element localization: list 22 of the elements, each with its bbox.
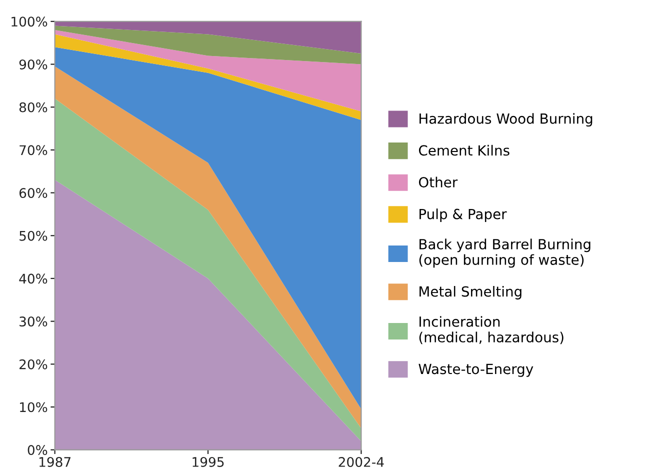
legend-label: Cement Kilns <box>418 144 510 156</box>
y-tick-label: 80% <box>19 102 48 112</box>
y-tick-label: 40% <box>19 274 48 284</box>
legend-label: Hazardous Wood Burning <box>420 113 592 127</box>
legend-label: Metal Smelting <box>420 286 522 300</box>
y-tick-label: 100% <box>12 16 48 27</box>
y-tick-label: 20% <box>20 359 48 370</box>
legend-label: Other <box>418 176 458 188</box>
y-tick-label: 60% <box>19 188 48 198</box>
y-tick-label: 50% <box>20 230 48 241</box>
x-tick-label: 1995 <box>192 456 224 467</box>
y-tick-label: 30% <box>20 316 48 326</box>
legend-label: Incineration (medical, hazardous) <box>419 316 564 344</box>
legend-label: Waste-to-Energy <box>418 364 534 377</box>
x-tick-label: 1987 <box>39 456 70 467</box>
y-tick-label: 0% <box>28 445 48 456</box>
y-tick-label: 10% <box>20 402 48 412</box>
y-tick-label: 90% <box>19 59 48 70</box>
legend-label: Back yard Barrel Burning (open burning of waste) <box>419 238 590 268</box>
x-tick-label: 2002-4 <box>338 456 384 467</box>
y-tick-label: 70% <box>20 145 48 156</box>
legend-label: Pulp & Paper <box>420 208 507 222</box>
